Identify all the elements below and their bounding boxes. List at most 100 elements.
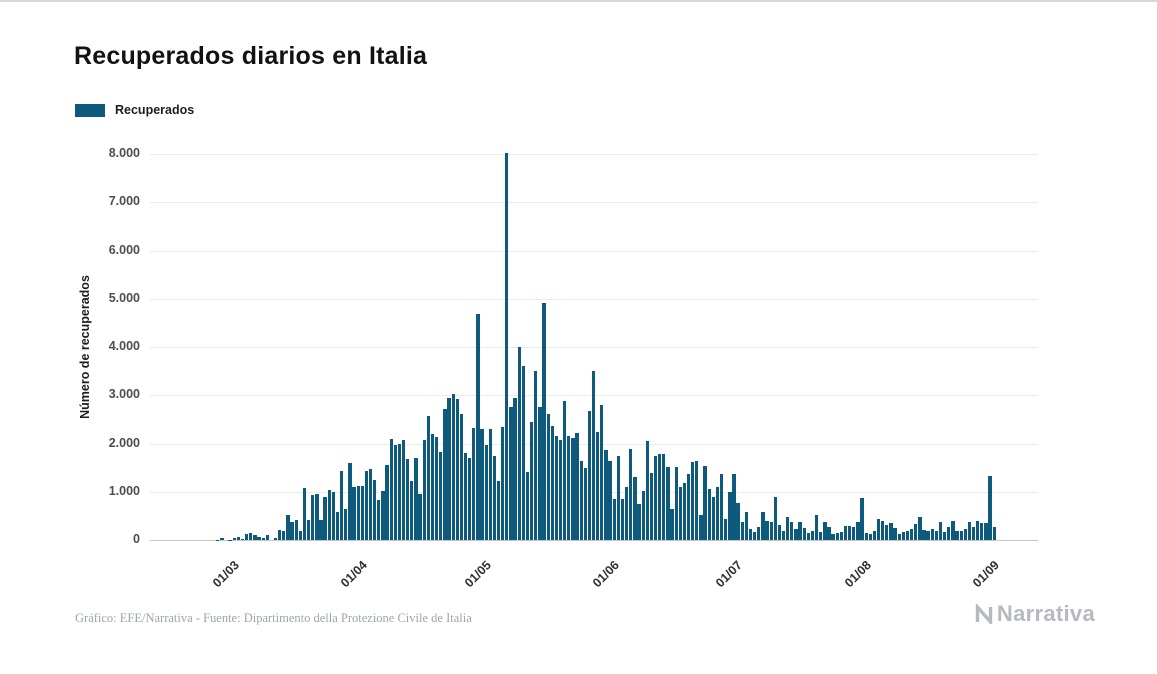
bar: [715, 487, 720, 540]
bar: [240, 539, 245, 540]
bar: [753, 532, 757, 540]
bar: [926, 531, 930, 540]
bar: [740, 522, 744, 540]
bar: [513, 398, 517, 540]
bar: [451, 393, 455, 540]
source-credit: Gráfico: EFE/Narrativa - Fuente: Diparti…: [75, 611, 472, 625]
bar: [843, 526, 848, 540]
bar: [798, 521, 802, 540]
bar: [629, 449, 633, 540]
bar: [604, 449, 608, 540]
x-tick-label: 01/06: [589, 558, 622, 591]
gridline: [150, 298, 1038, 300]
bar: [505, 153, 509, 540]
bar: [876, 519, 881, 540]
bar: [856, 521, 860, 540]
bar: [447, 398, 451, 540]
bar: [670, 509, 674, 540]
bar: [765, 520, 769, 540]
bar: [732, 474, 736, 540]
bar: [914, 523, 918, 540]
bar: [872, 531, 877, 540]
bar: [955, 531, 959, 540]
bar: [509, 407, 513, 540]
bar: [331, 491, 336, 540]
bar: [658, 454, 662, 540]
bar: [959, 531, 963, 540]
bar: [496, 480, 501, 540]
bar: [951, 521, 955, 540]
bar: [257, 536, 261, 540]
bar: [649, 472, 654, 540]
bar: [761, 512, 765, 540]
bar: [971, 526, 976, 540]
bar: [616, 456, 621, 540]
bar: [885, 525, 889, 540]
bar: [645, 440, 649, 540]
gridline: [150, 250, 1038, 252]
bar: [298, 530, 302, 540]
bar: [591, 370, 596, 540]
gridline: [150, 202, 1038, 204]
bar: [769, 522, 773, 540]
bar: [381, 490, 385, 540]
bar: [245, 534, 249, 540]
y-tick-label: 0: [133, 532, 140, 546]
bar: [418, 493, 422, 540]
bar: [364, 470, 369, 540]
y-tick-label: 3.000: [108, 387, 140, 402]
bar: [600, 405, 604, 540]
bar: [992, 526, 996, 540]
bar: [641, 491, 645, 540]
bar: [744, 512, 749, 540]
bar: [930, 528, 934, 540]
bar: [943, 531, 947, 540]
bar: [290, 522, 294, 540]
bar: [773, 496, 777, 540]
bar: [236, 536, 241, 540]
bar: [521, 365, 526, 540]
bar: [480, 428, 484, 540]
bar: [666, 467, 670, 540]
bar: [459, 413, 464, 540]
bar: [344, 508, 348, 540]
bar: [868, 534, 872, 540]
bar: [468, 458, 472, 540]
bar: [385, 464, 389, 540]
bar: [938, 522, 943, 540]
legend-label: Recuperados: [115, 103, 195, 117]
bar: [327, 490, 331, 540]
gridline: [150, 347, 1038, 348]
bar: [695, 460, 699, 540]
bar: [348, 463, 352, 540]
bar: [831, 534, 835, 540]
bar: [839, 531, 844, 540]
bar: [567, 435, 571, 540]
chart-title: Recuperados diarios en Italia: [74, 42, 428, 70]
bar: [967, 522, 972, 540]
bar: [608, 460, 612, 540]
bar: [633, 477, 637, 540]
bar: [827, 526, 831, 540]
bar: [220, 537, 224, 540]
bar: [368, 468, 373, 540]
bar: [534, 371, 538, 540]
bar: [620, 499, 625, 540]
y-axis-labels: 8.000 7.000 6.000 5.000 4.000 3.000 2.000 1.000…: [58, 146, 140, 546]
bar: [864, 532, 868, 540]
bar: [554, 436, 559, 540]
bar: [472, 428, 476, 540]
bar: [699, 514, 703, 540]
bar: [790, 521, 794, 540]
bar: [860, 498, 864, 540]
bar: [786, 516, 790, 540]
bar: [909, 528, 914, 540]
bar: [529, 421, 534, 540]
bar: [802, 528, 806, 540]
bar: [691, 461, 695, 540]
bar: [814, 514, 819, 540]
bar: [976, 521, 980, 540]
bar: [889, 522, 893, 540]
bar: [612, 499, 616, 540]
bar: [488, 428, 492, 540]
